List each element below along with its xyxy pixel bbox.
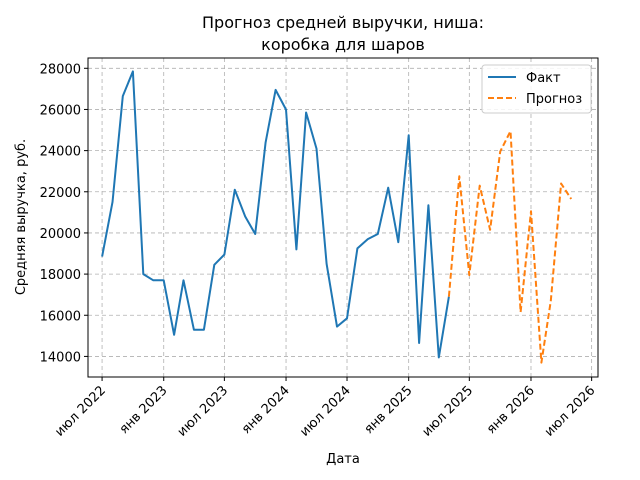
x-axis-label: Дата [326, 452, 360, 467]
y-tick-label: 22000 [40, 186, 81, 201]
series-line-fact [101, 70, 450, 359]
y-tick-label: 24000 [40, 145, 81, 160]
y-tick-label: 16000 [40, 309, 81, 324]
plot-frame [87, 57, 599, 378]
y-tick-label: 20000 [40, 227, 81, 242]
y-tick-label: 18000 [40, 268, 81, 283]
chart-title-line-1: Прогноз средней выручки, ниша: [202, 13, 484, 32]
chart-title-line-2: коробка для шаров [261, 35, 425, 54]
y-tick-label: 26000 [40, 103, 81, 118]
legend-label-forecast: Прогноз [526, 92, 582, 107]
series-line-forecast [447, 130, 573, 364]
y-tick-label: 28000 [40, 62, 81, 77]
y-tick-label: 14000 [40, 350, 81, 365]
legend-label-fact: Факт [526, 71, 561, 86]
grid [88, 58, 598, 377]
legend: Факт Прогноз [481, 64, 592, 114]
y-axis-label: Средняя выручка, руб. [14, 139, 29, 295]
series-lines [101, 70, 573, 364]
